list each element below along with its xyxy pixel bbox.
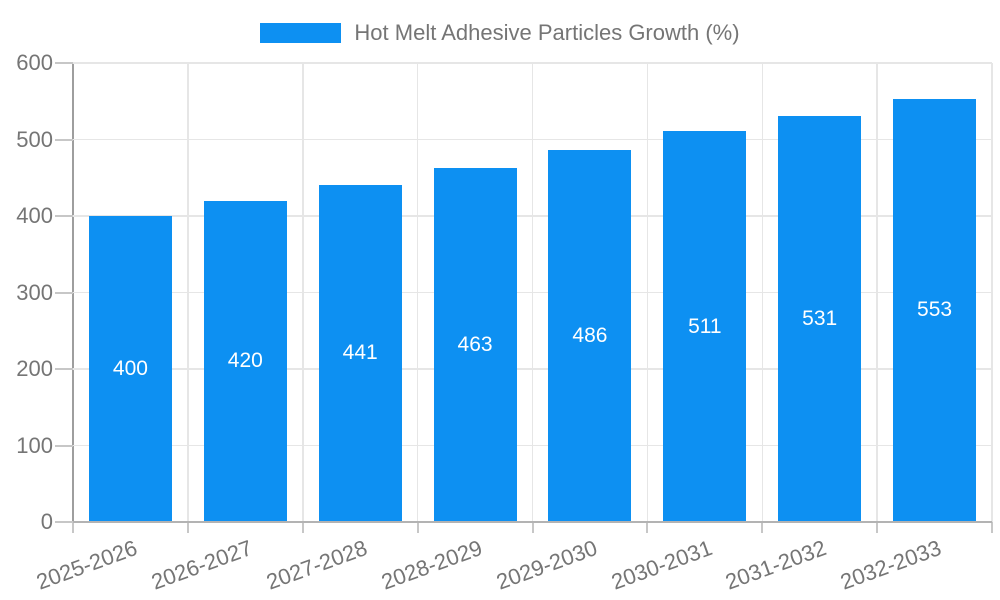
y-axis-label: 200 [16, 356, 53, 381]
x-axis-label: 2030-2031 [607, 535, 716, 595]
x-axis-label: 2032-2033 [837, 535, 945, 595]
legend-label: Hot Melt Adhesive Particles Growth (%) [354, 20, 740, 45]
y-axis-label: 600 [16, 50, 53, 75]
y-axis-label: 400 [16, 203, 53, 228]
bar-value-label: 441 [342, 341, 378, 365]
x-axis-tick [646, 522, 649, 533]
x-axis-tick [72, 522, 74, 533]
x-axis-label: 2027-2028 [262, 535, 371, 595]
gridline-vertical [646, 63, 649, 522]
x-axis-label: 2026-2027 [148, 535, 256, 595]
legend: Hot Melt Adhesive Particles Growth (%) [0, 21, 1000, 45]
x-axis-tick [761, 522, 764, 533]
y-axis-tick [55, 368, 73, 370]
x-axis-tick [186, 522, 189, 533]
bar-value-label: 511 [688, 314, 722, 338]
y-axis-tick [55, 62, 73, 64]
y-axis-label: 100 [16, 432, 53, 458]
bar[interactable]: 553 [893, 98, 977, 522]
y-axis-tick [55, 138, 73, 141]
x-axis-tick [416, 522, 419, 533]
y-axis-tick [55, 215, 73, 217]
bar[interactable]: 511 [663, 131, 747, 522]
bar-value-label: 400 [112, 357, 148, 380]
bar-value-label: 463 [457, 332, 493, 356]
bar-value-label: 486 [572, 324, 608, 348]
x-axis-label: 2025-2026 [33, 535, 141, 595]
gridline-vertical [187, 63, 189, 522]
bar[interactable]: 531 [778, 115, 862, 522]
x-axis-baseline [73, 521, 992, 523]
gridline-vertical [302, 63, 304, 522]
y-axis-label: 300 [16, 279, 53, 305]
bar-value-label: 553 [917, 298, 953, 322]
gridline-vertical [876, 63, 878, 522]
y-axis-line [72, 63, 74, 533]
gridline-vertical [761, 63, 763, 522]
bar[interactable]: 463 [433, 167, 517, 522]
y-axis-label: 0 [40, 509, 53, 534]
y-axis-tick [55, 291, 73, 294]
bar[interactable]: 486 [548, 150, 632, 522]
x-axis-label: 2029-2030 [492, 535, 601, 595]
bar[interactable]: 420 [203, 200, 287, 522]
y-axis-label: 500 [16, 126, 53, 152]
gridline-vertical [531, 63, 534, 522]
y-axis-tick [55, 444, 73, 447]
gridline-vertical [991, 63, 993, 522]
x-axis-tick [531, 522, 534, 533]
bar-value-label: 531 [802, 306, 838, 330]
x-axis-tick [876, 522, 879, 533]
bar[interactable]: 400 [88, 216, 172, 522]
x-axis-label: 2028-2029 [377, 535, 486, 595]
bar-value-label: 420 [227, 349, 263, 373]
x-axis-label: 2031-2032 [722, 535, 830, 595]
x-axis-tick [301, 522, 304, 533]
y-axis-tick [55, 521, 73, 523]
bar[interactable]: 441 [318, 184, 402, 522]
legend-swatch [260, 23, 342, 43]
gridline-vertical [416, 63, 419, 522]
plot-area: 400 420 441 463 486 511 531 553 [73, 62, 993, 523]
x-axis-tick [991, 522, 993, 533]
